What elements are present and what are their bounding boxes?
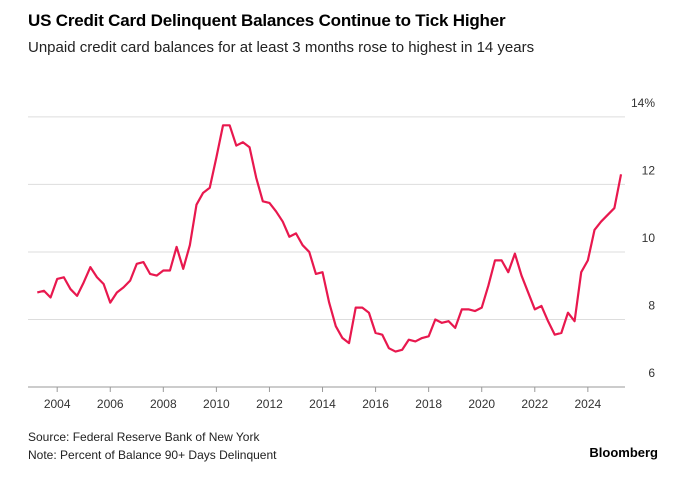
x-tick-label: 2008 <box>150 397 177 411</box>
x-tick-label: 2024 <box>575 397 602 411</box>
y-tick-label: 10 <box>642 231 656 245</box>
chart-title: US Credit Card Delinquent Balances Conti… <box>28 11 506 30</box>
x-tick-label: 2014 <box>309 397 336 411</box>
y-tick-label: 6 <box>648 366 655 380</box>
y-tick-label: 8 <box>648 299 655 313</box>
data-line <box>37 124 623 353</box>
x-tick-label: 2018 <box>415 397 442 411</box>
y-tick-label: 12 <box>642 164 656 178</box>
note: Note: Percent of Balance 90+ Days Delinq… <box>28 448 277 462</box>
x-tick-label: 2004 <box>44 397 71 411</box>
x-tick-label: 2010 <box>203 397 230 411</box>
x-tick-label: 2016 <box>362 397 389 411</box>
chart-subtitle: Unpaid credit card balances for at least… <box>28 39 535 56</box>
x-tick-label: 2020 <box>468 397 495 411</box>
x-tick-label: 2012 <box>256 397 283 411</box>
x-tick-label: 2006 <box>97 397 124 411</box>
brand: Bloomberg <box>589 445 658 460</box>
y-tick-label: 14% <box>631 96 655 110</box>
x-tick-label: 2022 <box>521 397 548 411</box>
source: Source: Federal Reserve Bank of New York <box>28 430 260 444</box>
